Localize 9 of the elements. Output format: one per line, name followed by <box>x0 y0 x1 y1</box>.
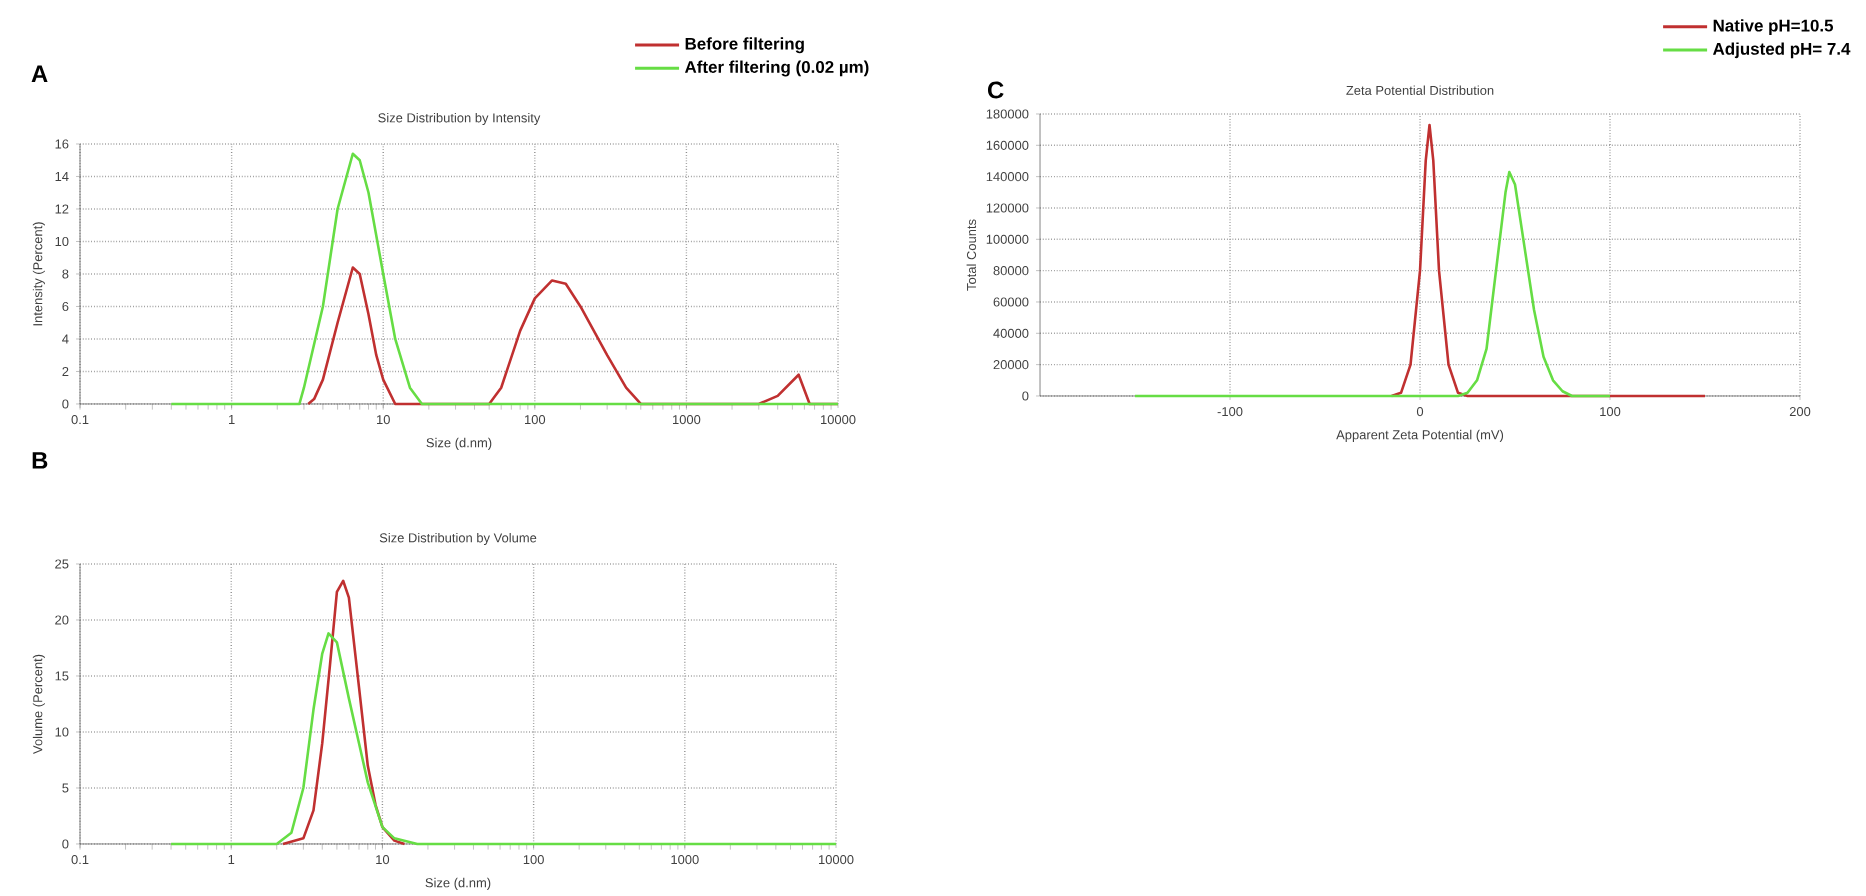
line-series <box>1390 123 1707 397</box>
text: A <box>31 65 48 82</box>
legend-label: Native pH=10.5 <box>1713 18 1834 35</box>
text: B <box>32 451 48 469</box>
line-series <box>1133 170 1612 397</box>
text: C <box>987 81 1004 99</box>
legend-label: After filtering (0.02 µm) <box>684 60 869 77</box>
legend-label: Adjusted pH= 7.4 <box>1712 42 1851 58</box>
legend-label: Before filtering <box>685 37 804 53</box>
